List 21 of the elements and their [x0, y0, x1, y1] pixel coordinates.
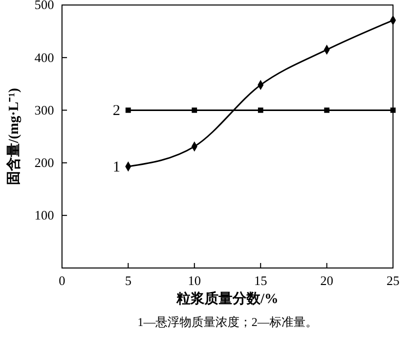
series-label: 1 [112, 159, 120, 176]
x-axis-title: 粒浆质量分数/% [176, 290, 278, 307]
x-tick-label: 15 [254, 273, 268, 288]
y-tick-label: 300 [34, 102, 54, 118]
x-tick-label: 10 [188, 273, 201, 288]
y-axis-title: 固含量/(mg·L⁻¹) [6, 88, 22, 186]
point [390, 108, 396, 113]
y-tick-label: 100 [34, 208, 54, 223]
x-tick-label: 0 [58, 273, 66, 288]
point [258, 108, 264, 113]
point [126, 108, 131, 113]
x-tick-label: 25 [386, 273, 400, 288]
x-tick-label: 5 [124, 273, 132, 288]
y-tick-label: 500 [34, 0, 54, 12]
x-tick-label: 20 [320, 273, 334, 288]
y-tick-label: 200 [34, 154, 54, 170]
text: 1—悬浮物质量浓度；2—标准量。 [138, 315, 318, 329]
series-label: 2 [112, 103, 120, 120]
point [192, 108, 198, 113]
y-tick-label: 400 [34, 50, 54, 65]
point [324, 108, 330, 113]
